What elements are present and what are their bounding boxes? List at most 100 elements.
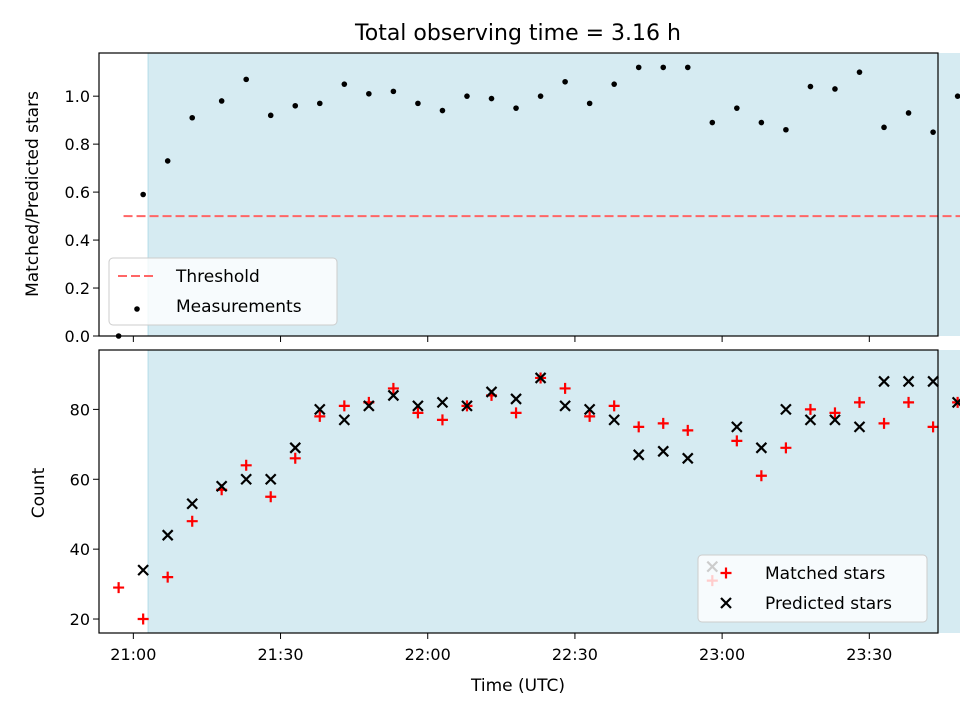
matched-star-point [829, 407, 841, 419]
predicted-star-point [186, 497, 198, 510]
matched-star-point [240, 459, 252, 471]
legend-label: Threshold [175, 267, 260, 287]
measurement-point [513, 105, 519, 111]
predicted-star-point [264, 473, 277, 486]
measurement-point [905, 110, 912, 116]
chart-title: Total observing time = 3.16 h [354, 21, 681, 46]
predicted-star-point [559, 400, 571, 412]
measurement-point [267, 112, 274, 119]
measurement-point [562, 78, 568, 85]
predicted-star-point [215, 480, 228, 493]
measurement-point [292, 102, 299, 109]
measurement-point [243, 76, 249, 83]
measurement-point [189, 114, 196, 121]
measurement-point [164, 158, 171, 164]
matched-star-point [387, 382, 399, 394]
predicted-star-point [534, 372, 547, 384]
predicted-star-point [681, 452, 694, 465]
measurement-point [635, 64, 642, 71]
predicted-star-point [853, 421, 866, 433]
measurement-point [734, 105, 740, 111]
predicted-star-point [240, 473, 252, 486]
measurement-point [856, 69, 863, 75]
series-predicted-stars [137, 372, 960, 576]
predicted-star-point [289, 442, 302, 454]
measurement-point [684, 64, 691, 71]
matched-star-point [903, 396, 915, 408]
legend-box [108, 257, 338, 326]
matched-star-point [186, 515, 198, 527]
measurement-point [488, 95, 495, 102]
matched-star-point [559, 382, 571, 394]
legend-label: Predicted stars [765, 594, 892, 614]
predicted-star-point [485, 386, 498, 398]
x-tick-label: 22:30 [552, 645, 598, 664]
predicted-star-point [387, 389, 400, 402]
matched-star-point [755, 470, 767, 482]
predicted-star-point [436, 396, 449, 409]
x-tick-label: 21:00 [110, 645, 156, 664]
predicted-star-point [412, 400, 424, 412]
matched-star-point [608, 400, 620, 412]
measurement-point [586, 100, 593, 107]
matched-star-point [289, 452, 301, 464]
measurement-point [439, 107, 446, 114]
measurement-point [832, 86, 838, 92]
measurement-point [807, 83, 814, 90]
matched-star-point [314, 410, 326, 422]
matched-star-point [510, 407, 522, 419]
matched-star-point [137, 613, 149, 625]
legend-predicted-swatch [720, 597, 732, 609]
predicted-star-point [583, 403, 596, 416]
axes-frame [98, 349, 939, 634]
predicted-star-point [902, 375, 915, 388]
measurement-point [366, 90, 372, 97]
measurement-point [930, 129, 936, 135]
predicted-star-point [731, 421, 743, 433]
bottom-y-axis-label: Count [29, 467, 49, 518]
matched-star-point [878, 417, 890, 429]
measurement-point [709, 119, 716, 126]
predicted-star-point [780, 403, 792, 416]
predicted-star-point [829, 414, 841, 426]
predicted-star-point [363, 400, 375, 412]
measurement-point [218, 98, 225, 104]
legend-measurement-swatch [134, 306, 140, 312]
measurement-point [390, 88, 397, 95]
matched-star-point [436, 414, 448, 426]
predicted-star-point [608, 414, 620, 426]
y-tick-label: 0.6 [65, 183, 90, 202]
measurement-point [140, 191, 146, 198]
axes-frame [98, 52, 939, 337]
x-axis-label: Time (UTC) [470, 676, 565, 696]
series-measurements [115, 64, 960, 339]
legend-label: Measurements [176, 297, 302, 317]
matched-star-point [633, 421, 645, 433]
measurement-point [415, 100, 421, 107]
y-tick-label: 0.2 [65, 279, 90, 298]
predicted-star-point [878, 375, 890, 388]
predicted-star-point [161, 529, 174, 541]
measurement-point [611, 81, 617, 87]
predicted-star-point [951, 396, 960, 409]
predicted-star-point [804, 414, 817, 426]
matched-star-point [927, 421, 939, 433]
count-panel: 2040608021:0021:3022:0022:3023:0023:3000… [70, 349, 960, 664]
top-y-axis-label: Matched/Predicted stars [23, 91, 43, 297]
matched-star-point [780, 442, 792, 454]
y-tick-label: 0.0 [65, 327, 90, 346]
y-tick-label: 60 [70, 470, 90, 489]
predicted-star-point [510, 393, 522, 405]
x-tick-label: 23:30 [846, 645, 892, 664]
predicted-star-point [338, 414, 351, 426]
matched-star-point [113, 582, 125, 594]
matched-star-point [412, 407, 424, 419]
ratio-panel: 0.0 0.2 0.4 0.6 0.8 1.0 Threshold Measurements [65, 52, 960, 346]
matched-star-point [853, 396, 865, 408]
x-tick-label: 21:30 [257, 645, 303, 664]
measurement-point [758, 119, 765, 126]
measurement-point [783, 126, 789, 133]
measurement-point [464, 93, 470, 99]
measurement-point [954, 93, 960, 99]
y-tick-label: 0.8 [65, 135, 90, 154]
